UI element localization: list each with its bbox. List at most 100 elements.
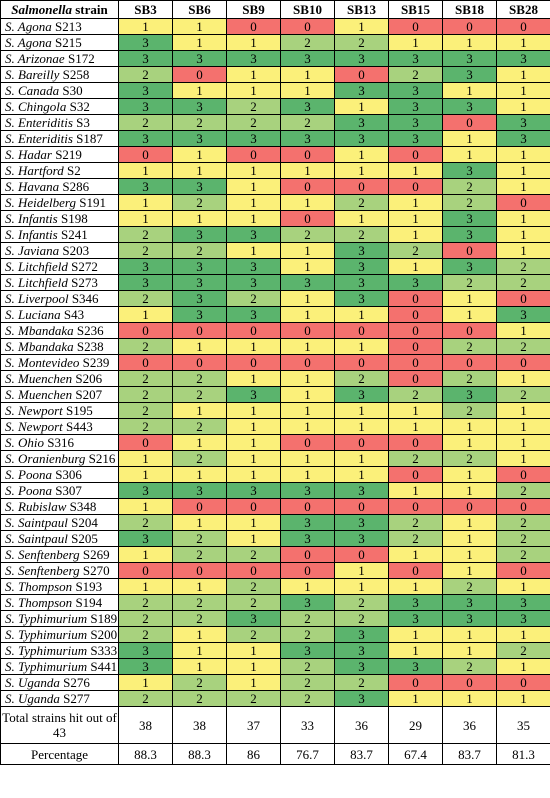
strain-species: S. Saintpaul [5,515,68,530]
score-cell: 2 [172,690,227,707]
score-cell: 2 [442,274,497,291]
score-cell: 1 [496,626,550,643]
score-cell: 0 [118,354,173,371]
score-cell: 2 [226,690,281,707]
column-header: SB13 [334,0,389,19]
score-cell: 0 [388,18,443,35]
score-cell: 3 [280,274,335,291]
score-cell: 1 [226,402,281,419]
score-cell: 2 [118,418,173,435]
score-cell: 1 [442,434,497,451]
score-cell: 0 [496,18,550,35]
strain-name-cell: S. Heidelberg S191 [0,194,119,211]
strain-name-cell: S. Mbandaka S236 [0,322,119,339]
score-cell: 3 [172,306,227,323]
strain-species: S. Chingola [5,99,67,114]
strain-code: S286 [62,179,90,194]
score-cell: 1 [334,338,389,355]
score-cell: 0 [172,354,227,371]
score-cell: 3 [334,690,389,707]
table-row: S. Typhimurium S333 3 1 1 3 3 1 1 2 [0,642,550,659]
total-value: 36 [442,706,497,744]
score-cell: 3 [334,658,389,675]
score-cell: 1 [388,34,443,51]
score-cell: 1 [496,434,550,451]
strain-code: S316 [47,435,74,450]
score-cell: 2 [118,402,173,419]
table-row: S. Javiana S203 2 2 1 1 3 2 0 1 [0,242,550,259]
score-cell: 3 [280,642,335,659]
score-cell: 3 [172,130,227,147]
score-cell: 3 [118,482,173,499]
score-cell: 1 [172,34,227,51]
score-cell: 1 [172,434,227,451]
score-cell: 1 [334,562,389,579]
total-label: Total strains hit out of 43 [0,706,119,744]
score-cell: 1 [226,418,281,435]
strain-code: S269 [82,547,110,562]
score-cell: 2 [442,338,497,355]
score-cell: 1 [280,82,335,99]
table-body: S. Agona S213 1 1 0 0 1 0 0 0 S. Agona S215 3 1 1 2 2 1… [0,18,550,707]
score-cell: 0 [334,498,389,515]
score-cell: 1 [172,82,227,99]
table-row: S. Agona S215 3 1 1 2 2 1 1 1 [0,34,550,51]
strain-name-cell: S. Arizonae S172 [0,50,119,67]
score-cell: 1 [280,162,335,179]
strain-species: S. Enteriditis [5,115,73,130]
strain-code: S198 [60,211,88,226]
table-row: S. Mbandaka S236 0 0 0 0 0 0 0 1 [0,322,550,339]
strain-name-cell: S. Agona S213 [0,18,119,35]
score-cell: 2 [442,658,497,675]
strain-name-cell: S. Newport S443 [0,418,119,435]
table-row: S. Thompson S194 2 2 2 3 2 3 3 3 [0,594,550,611]
strain-code: S258 [62,67,90,82]
score-cell: 0 [388,322,443,339]
score-cell: 1 [442,466,497,483]
strain-code: S213 [54,19,82,34]
score-cell: 3 [496,114,550,131]
strain-name-cell: S. Luciana S43 [0,306,119,323]
table-row: S. Luciana S43 1 3 3 1 1 0 1 3 [0,306,550,323]
total-row: Total strains hit out of 43 38 38 37 33 … [0,706,550,744]
score-cell: 2 [496,642,550,659]
score-cell: 2 [334,370,389,387]
score-cell: 2 [172,610,227,627]
score-cell: 1 [442,130,497,147]
score-cell: 1 [334,578,389,595]
strain-name-cell: S. Poona S306 [0,466,119,483]
score-cell: 1 [442,418,497,435]
table-row: S. Typhimurium S441 3 1 1 2 3 3 2 1 [0,658,550,675]
score-cell: 3 [334,258,389,275]
score-cell: 1 [334,18,389,35]
score-cell: 0 [280,18,335,35]
strain-name-cell: S. Thompson S193 [0,578,119,595]
score-cell: 1 [388,626,443,643]
strain-species: S. Senftenberg [5,563,80,578]
score-cell: 1 [442,514,497,531]
score-cell: 3 [118,274,173,291]
score-cell: 3 [442,50,497,67]
score-cell: 0 [388,306,443,323]
strain-column-header: Salmonella strain [0,0,119,19]
table-row: S. Senftenberg S270 0 0 0 0 1 0 1 0 [0,562,550,579]
percentage-value: 81.3 [496,743,550,765]
score-cell: 2 [280,34,335,51]
score-cell: 1 [496,82,550,99]
score-cell: 1 [118,498,173,515]
column-header: SB15 [388,0,443,19]
score-cell: 0 [334,354,389,371]
strain-name-cell: S. Muenchen S207 [0,386,119,403]
score-cell: 2 [118,242,173,259]
score-cell: 3 [442,610,497,627]
strain-name-cell: S. Typhimurium S200 [0,626,119,643]
score-cell: 3 [334,114,389,131]
total-value: 35 [496,706,550,744]
score-cell: 3 [226,226,281,243]
strain-header-genus: Salmonella [11,2,72,17]
score-cell: 1 [118,18,173,35]
score-cell: 2 [172,386,227,403]
score-cell: 0 [442,242,497,259]
strain-name-cell: S. Enteriditis S187 [0,130,119,147]
score-cell: 1 [226,514,281,531]
